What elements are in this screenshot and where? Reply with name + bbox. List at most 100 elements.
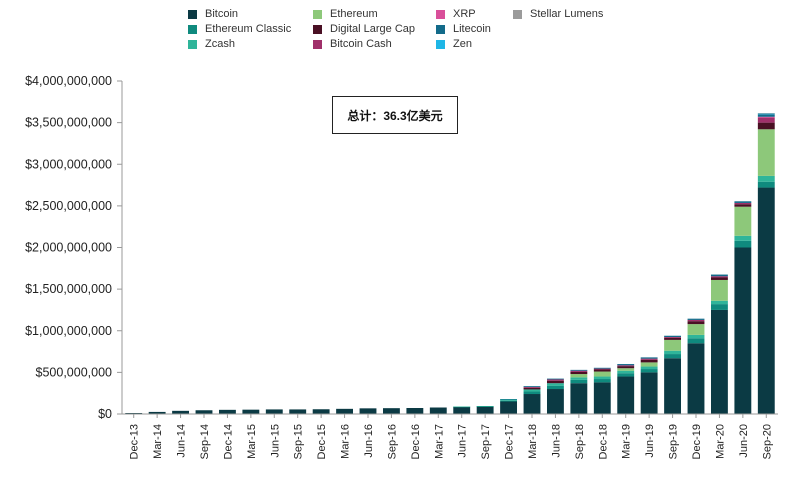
bar-segment-ethereum	[640, 362, 658, 367]
total-annotation: 总计：36.3亿美元	[332, 96, 458, 134]
x-tick-label: Jun-15	[269, 424, 281, 458]
legend-item: Bitcoin	[188, 8, 238, 20]
x-tick-label: Sep-17	[480, 424, 492, 459]
bar-segment-ethereum	[710, 279, 728, 301]
bar-segment-digital-large-cap	[757, 122, 775, 130]
bar-segment-zcash	[757, 175, 775, 182]
y-tick-label: $4,000,000,000	[25, 74, 112, 88]
bar-segment-digital-large-cap	[617, 366, 635, 369]
bar-segment-zcash	[593, 376, 611, 380]
legend-swatch	[188, 9, 197, 19]
legend-label: Stellar Lumens	[530, 8, 604, 20]
bar-segment-bitcoin-cash	[710, 276, 728, 278]
bar-segment-litecoin	[664, 335, 682, 337]
bar-segment-ethereum	[687, 324, 705, 335]
bar-segment-zcash	[453, 406, 471, 408]
bar-segment-bitcoin	[406, 408, 424, 414]
bar-segment-ethereum-classic	[593, 379, 611, 383]
bar-segment-bitcoin-cash	[593, 368, 611, 370]
legend-item: Zcash	[188, 38, 235, 50]
legend-swatch	[313, 9, 322, 19]
bar-segment-ethereum-classic	[570, 379, 588, 384]
bar-segment-bitcoin	[218, 409, 236, 414]
legend-item: Ethereum	[313, 8, 378, 20]
legend-item: Ethereum Classic	[188, 23, 291, 35]
bar-segment-bitcoin	[617, 376, 635, 414]
bar-segment-bitcoin	[429, 407, 447, 414]
legend-item: XRP	[436, 8, 476, 20]
bar-segment-digital-large-cap	[640, 359, 658, 363]
x-tick-label: Jun-14	[176, 424, 188, 458]
bar-segment-litecoin	[640, 357, 658, 359]
x-tick-label: Mar-17	[433, 424, 445, 459]
x-tick-label: Mar-20	[714, 424, 726, 459]
y-tick-label: $3,500,000,000	[25, 116, 112, 130]
bar-segment-digital-large-cap	[734, 204, 752, 207]
legend-item: Litecoin	[436, 23, 491, 35]
legend-swatch	[188, 24, 197, 34]
bar-segment-litecoin	[570, 369, 588, 371]
bar-segment-digital-large-cap	[570, 371, 588, 375]
legend-label: Digital Large Cap	[330, 23, 415, 35]
y-tick-label: $2,000,000,000	[25, 241, 112, 255]
bar-segment-litecoin	[734, 201, 752, 203]
legend-label: XRP	[453, 8, 476, 20]
legend-label: Bitcoin Cash	[330, 38, 392, 50]
legend-label: Litecoin	[453, 23, 491, 35]
x-tick-label: Dec-15	[316, 424, 328, 459]
bar-segment-bitcoin	[148, 411, 166, 414]
bar-segment-litecoin	[593, 367, 611, 369]
bars	[125, 113, 775, 414]
legend-label: Zen	[453, 38, 472, 50]
bar-segment-bitcoin	[546, 389, 564, 414]
bar-segment-bitcoin	[687, 343, 705, 414]
legend-swatch	[436, 39, 445, 49]
bar-segment-bitcoin	[265, 409, 283, 414]
bar-segment-ethereum	[664, 339, 682, 351]
bar-segment-zcash	[664, 350, 682, 355]
bar-segment-bitcoin	[640, 372, 658, 414]
x-tick-label: Sep-19	[668, 424, 680, 459]
bar-segment-bitcoin	[289, 409, 307, 414]
bar-segment-bitcoin	[476, 406, 494, 414]
bar-segment-zcash	[523, 389, 541, 392]
x-tick-label: Jun-18	[550, 424, 562, 458]
bar-segment-bitcoin	[500, 401, 518, 414]
bar-segment-ethereum-classic	[757, 181, 775, 188]
legend-label: Ethereum Classic	[205, 23, 292, 35]
bar-segment-bitcoin	[757, 187, 775, 414]
bar-segment-ethereum	[734, 206, 752, 236]
bar-segment-ethereum	[593, 371, 611, 377]
bar-segment-bitcoin-cash	[570, 370, 588, 372]
legend-label: Ethereum	[330, 8, 378, 20]
x-tick-label: Jun-20	[738, 424, 750, 458]
legend-item: Bitcoin Cash	[313, 38, 392, 50]
legend-label: Zcash	[205, 38, 235, 50]
x-tick-label: Jun-17	[457, 424, 469, 458]
legend-swatch	[313, 39, 322, 49]
bar-segment-ethereum-classic	[687, 338, 705, 344]
bar-segment-digital-large-cap	[664, 337, 682, 340]
bar-segment-ethereum-classic	[664, 354, 682, 359]
bar-segment-ethereum	[570, 374, 588, 378]
bar-segment-bitcoin	[710, 309, 728, 414]
bar-segment-ethereum-classic	[617, 373, 635, 377]
bar-segment-ethereum	[757, 129, 775, 176]
x-tick-label: Dec-19	[691, 424, 703, 459]
bar-segment-litecoin	[617, 364, 635, 366]
bar-segment-xrp	[757, 116, 775, 118]
bar-segment-zcash	[617, 370, 635, 374]
bar-segment-litecoin	[710, 274, 728, 277]
bar-segment-bitcoin-cash	[640, 358, 658, 360]
bar-segment-digital-large-cap	[546, 380, 564, 384]
bar-segment-digital-large-cap	[523, 387, 541, 390]
bar-segment-bitcoin-cash	[664, 336, 682, 338]
bar-segment-ethereum-classic	[523, 391, 541, 395]
bar-segment-bitcoin	[195, 410, 213, 414]
bar-segment-zcash	[570, 377, 588, 380]
bar-segment-bitcoin	[523, 394, 541, 414]
bar-segment-bitcoin-cash	[687, 319, 705, 322]
bar-segment-litecoin	[546, 378, 564, 380]
bar-segment-bitcoin	[453, 406, 471, 414]
